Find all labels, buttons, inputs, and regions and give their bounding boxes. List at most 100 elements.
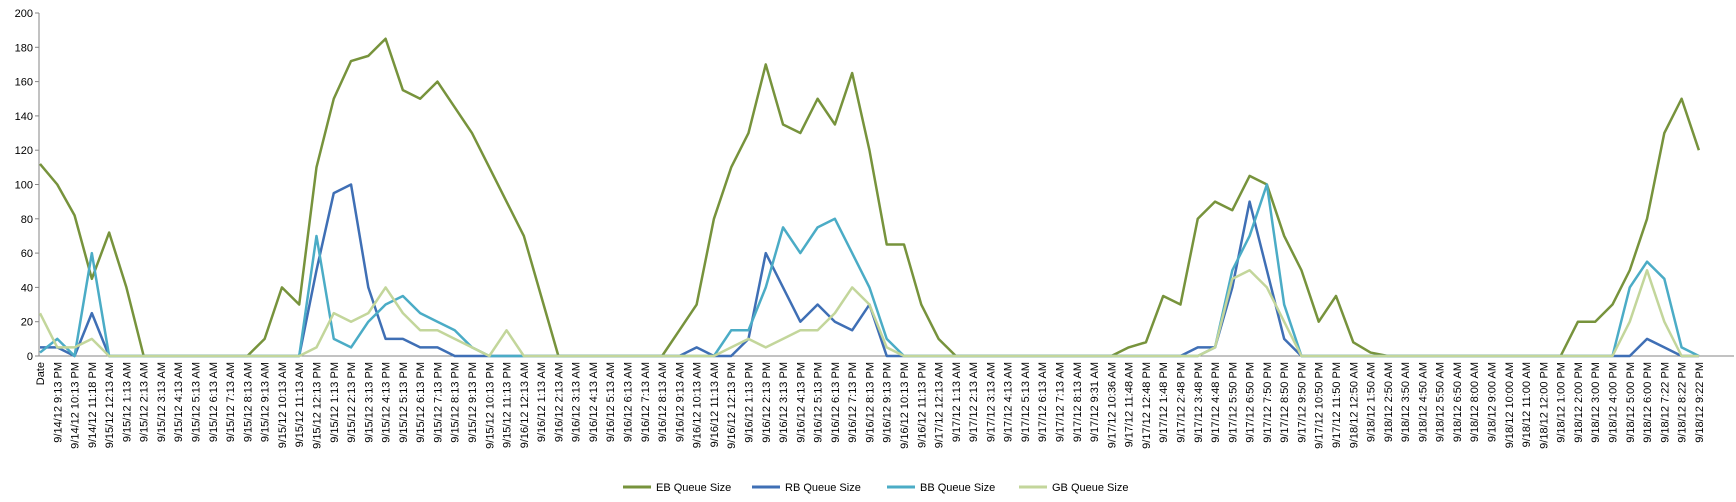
x-tick-label: 9/15/12 5:13 AM xyxy=(191,362,203,442)
x-tick-label: 9/18/12 10:00 AM xyxy=(1504,362,1516,448)
x-tick-label: 9/14/12 11:18 PM xyxy=(87,362,99,448)
x-tick-label: 9/18/12 9:00 AM xyxy=(1487,362,1499,442)
y-tick-label: 120 xyxy=(15,145,33,157)
x-tick-label: 9/18/12 8:22 PM xyxy=(1677,362,1689,443)
y-tick-label: 200 xyxy=(15,8,33,20)
x-tick-label: 9/14/12 9:13 PM xyxy=(52,362,64,443)
x-tick-label: 9/16/12 2:13 AM xyxy=(553,362,565,442)
x-tick-label: 9/15/12 2:13 AM xyxy=(139,362,151,442)
x-tick-label: 9/17/12 8:13 AM xyxy=(1072,362,1084,442)
x-tick-label: 9/18/12 5:00 PM xyxy=(1625,362,1637,443)
x-tick-label: 9/15/12 11:13 AM xyxy=(294,362,306,447)
x-tick-label: 9/15/12 7:13 PM xyxy=(432,362,444,443)
x-tick-label: 9/16/12 4:13 PM xyxy=(795,362,807,443)
x-tick-label: 9/17/12 4:13 AM xyxy=(1003,362,1015,442)
x-tick-label: 9/16/12 10:13 AM xyxy=(692,362,704,448)
x-tick-label: 9/16/12 11:13 AM xyxy=(709,362,721,447)
x-tick-label: 9/14/12 10:13 PM xyxy=(70,362,82,449)
x-tick-label: 9/16/12 7:13 PM xyxy=(847,362,859,443)
x-tick-label: 9/17/12 6:50 PM xyxy=(1245,362,1257,443)
x-tick-label: 9/15/12 7:13 AM xyxy=(225,362,237,442)
x-tick-label: 9/15/12 9:13 AM xyxy=(260,362,272,442)
x-tick-label: 9/17/12 10:50 PM xyxy=(1314,362,1326,449)
x-tick-label: 9/17/12 3:13 AM xyxy=(985,362,997,442)
x-tick-label: 9/15/12 8:13 AM xyxy=(242,362,254,442)
x-tick-label: 9/15/12 12:13 AM xyxy=(104,362,116,448)
x-tick-label: 9/16/12 3:13 PM xyxy=(778,362,790,443)
x-tick-label: 9/18/12 5:50 AM xyxy=(1435,362,1447,442)
x-tick-label: 9/17/12 10:36 AM xyxy=(1106,362,1118,448)
x-tick-label: 9/17/12 9:31 AM xyxy=(1089,362,1101,442)
x-tick-label: 9/15/12 6:13 PM xyxy=(415,362,427,443)
x-tick-label: 9/16/12 1:13 PM xyxy=(743,362,755,443)
x-tick-label: 9/15/12 1:13 AM xyxy=(121,362,133,442)
x-tick-label: 9/16/12 1:13 AM xyxy=(536,362,548,442)
x-tick-label: 9/18/12 3:00 PM xyxy=(1590,362,1602,443)
x-tick-label: 9/17/12 1:13 AM xyxy=(951,362,963,442)
x-tick-label: 9/15/12 10:13 PM xyxy=(484,362,496,449)
x-tick-label: 9/16/12 5:13 PM xyxy=(813,362,825,443)
x-tick-label: 9/15/12 6:13 AM xyxy=(208,362,220,442)
x-tick-label: 9/15/12 1:13 PM xyxy=(329,362,341,443)
x-tick-label: 9/17/12 4:48 PM xyxy=(1210,362,1222,443)
x-tick-label: 9/18/12 7:22 PM xyxy=(1659,362,1671,443)
x-tick-label: 9/17/12 3:48 PM xyxy=(1193,362,1205,443)
x-tick-label: 9/17/12 11:48 AM xyxy=(1124,362,1136,447)
x-tick-label: 9/17/12 5:50 PM xyxy=(1227,362,1239,443)
x-tick-label: 9/18/12 11:00 AM xyxy=(1521,362,1533,447)
x-tick-label: 9/17/12 8:50 PM xyxy=(1279,362,1291,443)
x-tick-label: 9/16/12 12:13 AM xyxy=(519,362,531,448)
y-tick-label: 180 xyxy=(15,42,33,54)
x-tick-label: 9/16/12 9:13 AM xyxy=(674,362,686,442)
x-tick-label: 9/15/12 3:13 PM xyxy=(363,362,375,443)
x-tick-label: 9/18/12 4:50 AM xyxy=(1417,362,1429,442)
x-tick-label: 9/15/12 10:13 AM xyxy=(277,362,289,448)
x-tick-label: 9/15/12 3:13 AM xyxy=(156,362,168,442)
x-tick-label: 9/16/12 9:13 PM xyxy=(882,362,894,443)
x-tick-label: 9/16/12 5:13 AM xyxy=(605,362,617,442)
x-tick-label: 9/16/12 2:13 PM xyxy=(761,362,773,443)
x-tick-label: 9/17/12 12:13 AM xyxy=(934,362,946,448)
x-tick-label: 9/17/12 1:48 PM xyxy=(1158,362,1170,443)
x-tick-label: 9/17/12 2:13 AM xyxy=(968,362,980,442)
legend-label: RB Queue Size xyxy=(785,482,861,494)
x-tick-label: 9/16/12 6:13 AM xyxy=(623,362,635,442)
series-line xyxy=(40,183,1699,358)
x-tick-label: 9/15/12 8:13 PM xyxy=(450,362,462,443)
x-tick-label: 9/18/12 9:22 PM xyxy=(1694,362,1706,443)
x-tick-label: 9/16/12 6:13 PM xyxy=(830,362,842,443)
x-tick-label: 9/16/12 12:13 PM xyxy=(726,362,738,449)
x-tick-label: 9/15/12 11:13 PM xyxy=(502,362,514,448)
y-tick-label: 0 xyxy=(27,351,33,363)
x-tick-label: Date xyxy=(35,362,47,385)
x-tick-label: 9/16/12 7:13 AM xyxy=(640,362,652,442)
x-tick-label: 9/16/12 8:13 AM xyxy=(657,362,669,442)
x-tick-label: 9/16/12 11:13 PM xyxy=(916,362,928,448)
x-tick-label: 9/17/12 2:48 PM xyxy=(1175,362,1187,443)
x-tick-label: 9/15/12 4:13 PM xyxy=(381,362,393,443)
x-tick-label: 9/17/12 11:50 PM xyxy=(1331,362,1343,448)
x-tick-label: 9/17/12 7:13 AM xyxy=(1055,362,1067,442)
y-tick-label: 160 xyxy=(15,77,33,89)
x-tick-label: 9/18/12 12:00 PM xyxy=(1538,362,1550,449)
legend-label: EB Queue Size xyxy=(656,482,731,494)
x-tick-label: 9/15/12 5:13 PM xyxy=(398,362,410,443)
y-tick-label: 140 xyxy=(15,111,33,123)
x-tick-label: 9/17/12 12:48 PM xyxy=(1141,362,1153,449)
series-line xyxy=(39,183,1700,358)
x-tick-label: 9/16/12 3:13 AM xyxy=(571,362,583,442)
x-tick-label: 9/18/12 1:00 PM xyxy=(1556,362,1568,443)
y-tick-label: 100 xyxy=(15,180,33,192)
x-tick-label: 9/17/12 9:50 PM xyxy=(1296,362,1308,443)
series-line xyxy=(38,269,1699,358)
y-tick-label: 40 xyxy=(21,282,33,294)
y-tick-label: 60 xyxy=(21,248,33,260)
x-tick-label: 9/18/12 4:00 PM xyxy=(1607,362,1619,443)
x-tick-label: 9/17/12 5:13 AM xyxy=(1020,362,1032,442)
x-tick-label: 9/17/12 6:13 AM xyxy=(1037,362,1049,442)
x-tick-label: 9/16/12 4:13 AM xyxy=(588,362,600,442)
x-tick-label: 9/18/12 1:50 AM xyxy=(1366,362,1378,442)
x-tick-label: 9/18/12 6:50 AM xyxy=(1452,362,1464,442)
x-tick-label: 9/18/12 3:50 AM xyxy=(1400,362,1412,442)
